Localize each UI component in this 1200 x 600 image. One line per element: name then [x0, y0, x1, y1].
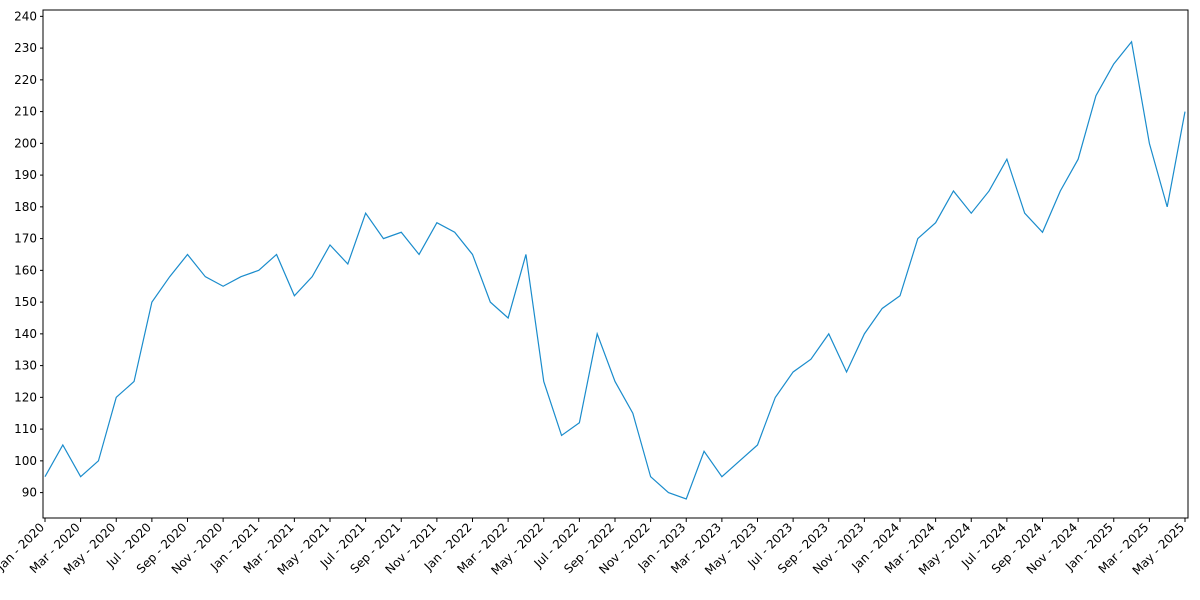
y-tick-label: 130 — [14, 359, 37, 373]
y-tick-label: 210 — [14, 105, 37, 119]
y-tick-label: 100 — [14, 454, 37, 468]
y-tick-label: 200 — [14, 136, 37, 150]
plot-frame — [42, 9, 1189, 519]
y-tick-label: 120 — [14, 390, 37, 404]
y-tick-label: 190 — [14, 168, 37, 182]
y-tick-label: 110 — [14, 422, 37, 436]
price-line — [44, 40, 1186, 500]
y-tick-label: 160 — [14, 263, 37, 277]
y-tick-label: 230 — [14, 41, 37, 55]
y-tick-label: 220 — [14, 73, 37, 87]
y-tick-label: 180 — [14, 200, 37, 214]
y-tick-label: 240 — [14, 9, 37, 23]
y-tick-label: 140 — [14, 327, 37, 341]
y-tick-label: 90 — [22, 486, 37, 500]
y-tick-label: 170 — [14, 232, 37, 246]
y-tick-label: 150 — [14, 295, 37, 309]
